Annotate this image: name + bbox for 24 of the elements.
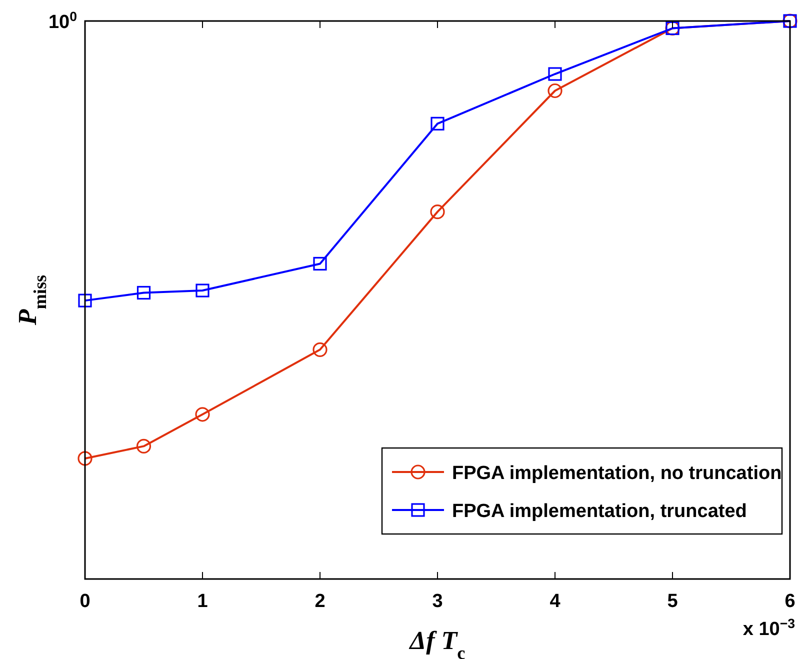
point bbox=[136, 286, 151, 300]
x-tick-label: 5 bbox=[667, 591, 678, 612]
x-tick-label: 6 bbox=[784, 591, 796, 612]
text: x 10$^{−3}$ bbox=[742, 616, 795, 640]
point bbox=[312, 342, 328, 357]
point bbox=[196, 284, 210, 298]
point bbox=[548, 67, 562, 81]
x-tick-label: 3 bbox=[432, 591, 443, 612]
x-tick-label: 4 bbox=[550, 591, 561, 612]
x-axis-title: Δf T$_{c}$ bbox=[408, 626, 466, 659]
point bbox=[78, 451, 92, 466]
x-tick-label: 0 bbox=[80, 591, 90, 612]
point bbox=[78, 294, 92, 308]
point bbox=[430, 116, 444, 130]
point bbox=[313, 256, 327, 271]
point bbox=[430, 204, 445, 220]
x-tick-label: 1 bbox=[197, 591, 208, 612]
legend-label: FPGA implementation, no truncation bbox=[452, 463, 782, 484]
point bbox=[136, 438, 152, 454]
point bbox=[548, 83, 562, 98]
point bbox=[195, 407, 210, 422]
text: 10$^{0}$ bbox=[48, 8, 77, 33]
x-tick-label: 2 bbox=[314, 591, 326, 612]
legend-label: FPGA implementation, truncated bbox=[452, 501, 747, 522]
